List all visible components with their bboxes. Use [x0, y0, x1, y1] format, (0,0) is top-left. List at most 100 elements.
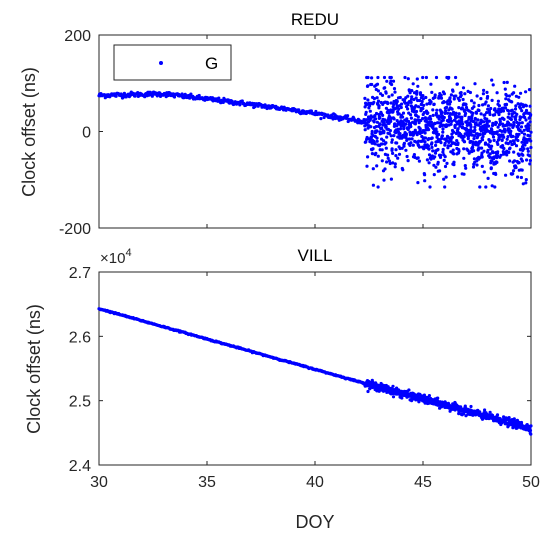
data-point-redu — [488, 112, 492, 117]
data-point-redu — [438, 169, 442, 173]
data-point-redu — [490, 144, 494, 148]
data-point-redu — [378, 116, 382, 120]
data-point-redu — [511, 169, 516, 173]
data-point-redu — [522, 128, 526, 132]
data-point-redu — [519, 175, 524, 180]
data-point-redu — [420, 99, 424, 104]
data-point-redu — [415, 133, 419, 137]
data-point-redu — [513, 84, 517, 88]
data-point-redu — [240, 99, 244, 103]
data-point-redu — [473, 128, 477, 132]
data-point-redu — [462, 140, 467, 144]
data-point-redu — [493, 113, 497, 117]
data-point-redu — [415, 91, 419, 95]
data-point-redu — [377, 104, 381, 108]
data-point-redu — [444, 175, 448, 179]
data-point-redu — [487, 124, 491, 128]
data-point-redu — [421, 106, 425, 111]
data-point-redu — [414, 109, 419, 114]
data-point-redu — [397, 107, 401, 111]
data-point-redu — [397, 152, 402, 156]
data-point-redu — [382, 129, 386, 133]
data-point-redu — [471, 140, 475, 144]
data-point-redu — [469, 128, 473, 132]
data-point-redu — [441, 127, 445, 131]
data-point-redu — [511, 172, 515, 176]
data-point-redu — [398, 95, 402, 100]
data-point-redu — [516, 175, 520, 179]
data-point-redu — [485, 117, 489, 121]
data-point-redu — [507, 127, 511, 131]
data-point-redu — [457, 149, 461, 153]
data-point-redu — [424, 95, 428, 100]
data-point-redu — [217, 96, 221, 100]
data-point-redu — [389, 75, 393, 80]
data-point-redu — [523, 143, 527, 147]
data-point-redu — [373, 142, 377, 146]
data-point-redu — [399, 105, 403, 110]
data-point-vill — [391, 395, 396, 399]
data-point-redu — [486, 176, 490, 180]
data-point-redu — [472, 105, 476, 109]
data-point-redu — [375, 120, 379, 124]
data-point-redu — [427, 161, 431, 165]
data-point-redu — [520, 159, 525, 163]
data-point-redu — [455, 122, 460, 126]
data-point-redu — [430, 136, 434, 140]
data-point-redu — [404, 122, 408, 126]
data-point-redu — [487, 119, 491, 123]
data-point-vill — [366, 389, 370, 394]
data-point-redu — [494, 172, 498, 176]
data-point-redu — [511, 134, 515, 138]
data-point-redu — [476, 118, 480, 122]
data-point-redu — [365, 164, 369, 168]
data-point-redu — [466, 148, 470, 153]
data-point-redu — [389, 134, 393, 138]
data-point-redu — [528, 134, 532, 138]
data-point-redu — [527, 116, 531, 120]
data-point-redu — [390, 138, 394, 142]
data-point-redu — [454, 75, 458, 80]
data-point-redu — [511, 91, 516, 95]
y-axis-label-vill: Clock offset (ns) — [24, 304, 44, 434]
data-point-redu — [421, 116, 425, 121]
data-point-redu — [509, 129, 513, 133]
data-point-redu — [488, 139, 492, 143]
data-point-redu — [472, 157, 476, 161]
data-point-redu — [372, 97, 376, 101]
data-point-redu — [528, 162, 532, 166]
data-point-redu — [417, 159, 421, 163]
data-point-redu — [425, 158, 429, 162]
data-point-redu — [494, 121, 498, 125]
data-point-redu — [375, 129, 379, 133]
data-point-redu — [409, 116, 413, 120]
data-point-redu — [405, 117, 409, 121]
data-point-redu — [527, 126, 531, 130]
data-point-redu — [401, 111, 406, 115]
data-point-redu — [526, 149, 530, 153]
data-point-vill — [529, 424, 533, 428]
data-point-redu — [456, 141, 460, 145]
data-point-redu — [462, 156, 466, 160]
data-point-redu — [455, 82, 459, 86]
data-point-redu — [392, 117, 396, 121]
data-point-redu — [508, 146, 512, 150]
data-point-redu — [520, 130, 524, 134]
data-point-redu — [390, 93, 394, 97]
data-point-redu — [371, 147, 375, 151]
y-tick-label: 2.4 — [69, 458, 91, 475]
data-point-redu — [373, 114, 377, 118]
data-point-redu — [370, 129, 374, 134]
data-point-redu — [394, 148, 398, 152]
data-point-redu — [369, 116, 373, 121]
data-point-redu — [406, 94, 410, 98]
data-point-redu — [450, 107, 454, 111]
data-point-redu — [473, 82, 477, 86]
data-point-redu — [472, 134, 477, 138]
data-point-redu — [437, 132, 441, 137]
data-point-redu — [441, 147, 445, 152]
data-point-redu — [423, 136, 428, 140]
data-point-redu — [387, 95, 391, 99]
data-point-redu — [527, 123, 531, 128]
data-point-redu — [454, 94, 458, 98]
